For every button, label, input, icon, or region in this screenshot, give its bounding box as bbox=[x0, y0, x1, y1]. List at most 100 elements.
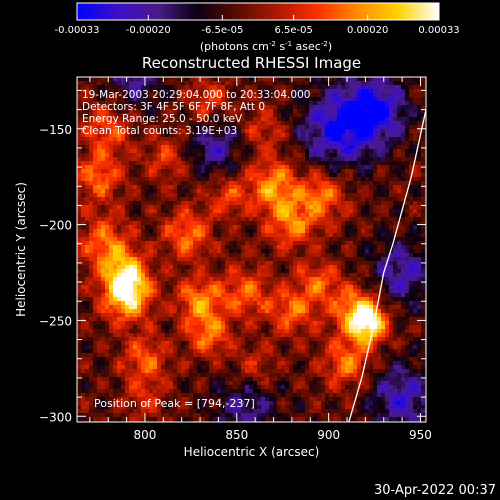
heatmap-cell bbox=[217, 225, 222, 230]
heatmap-cell bbox=[229, 89, 234, 94]
heatmap-cell bbox=[193, 145, 198, 150]
heatmap-cell bbox=[77, 257, 82, 262]
heatmap-cell bbox=[153, 221, 158, 226]
heatmap-cell bbox=[209, 185, 214, 190]
heatmap-cell bbox=[81, 173, 86, 178]
heatmap-cell bbox=[97, 325, 102, 330]
colorbar-tick-label: -0.00033 bbox=[55, 25, 100, 36]
heatmap-cell bbox=[221, 245, 226, 250]
heatmap-cell bbox=[173, 361, 178, 366]
heatmap-cell bbox=[129, 233, 134, 238]
heatmap-cell bbox=[265, 177, 270, 182]
heatmap-cell bbox=[89, 153, 94, 158]
heatmap-cell bbox=[261, 185, 266, 190]
heatmap-cell bbox=[145, 405, 150, 410]
heatmap-cell bbox=[205, 225, 210, 230]
heatmap-cell bbox=[201, 185, 206, 190]
heatmap-cell bbox=[293, 269, 298, 274]
heatmap-cell bbox=[137, 129, 142, 134]
heatmap-cell bbox=[193, 409, 198, 414]
heatmap-cell bbox=[269, 141, 274, 146]
heatmap-cell bbox=[177, 93, 182, 98]
heatmap-cell bbox=[129, 109, 134, 114]
heatmap-cell bbox=[229, 229, 234, 234]
heatmap-cell bbox=[185, 293, 190, 298]
heatmap-cell bbox=[205, 81, 210, 86]
heatmap-cell bbox=[237, 305, 242, 310]
heatmap-cell bbox=[305, 105, 310, 110]
heatmap-cell bbox=[237, 113, 242, 118]
heatmap-cell bbox=[265, 361, 270, 366]
heatmap-cell bbox=[293, 161, 298, 166]
heatmap-cell bbox=[189, 261, 194, 266]
heatmap-cell bbox=[89, 393, 94, 398]
heatmap-cell bbox=[85, 109, 90, 114]
heatmap-cell bbox=[297, 225, 302, 230]
heatmap-cell bbox=[225, 333, 230, 338]
heatmap-cell bbox=[269, 209, 274, 214]
heatmap-cell bbox=[137, 301, 142, 306]
heatmap-cell bbox=[205, 409, 210, 414]
heatmap-cell bbox=[161, 193, 166, 198]
heatmap-cell bbox=[93, 97, 98, 102]
heatmap-cell bbox=[217, 213, 222, 218]
heatmap-cell bbox=[237, 385, 242, 390]
heatmap-cell bbox=[273, 393, 278, 398]
heatmap-cell bbox=[97, 125, 102, 130]
heatmap-cell bbox=[281, 113, 286, 118]
heatmap-cell bbox=[245, 285, 250, 290]
heatmap-cell bbox=[101, 373, 106, 378]
heatmap-cell bbox=[77, 289, 82, 294]
heatmap-cell bbox=[193, 213, 198, 218]
heatmap-cell bbox=[253, 337, 258, 342]
heatmap-cell bbox=[109, 145, 114, 150]
heatmap-cell bbox=[221, 205, 226, 210]
heatmap-cell bbox=[193, 89, 198, 94]
heatmap-cell bbox=[113, 349, 118, 354]
heatmap-cell bbox=[257, 129, 262, 134]
heatmap-cell bbox=[201, 309, 206, 314]
heatmap-cell bbox=[85, 153, 90, 158]
heatmap-cell bbox=[229, 197, 234, 202]
heatmap-cell bbox=[269, 165, 274, 170]
heatmap-cell bbox=[173, 265, 178, 270]
heatmap-cell bbox=[209, 313, 214, 318]
heatmap-cell bbox=[109, 97, 114, 102]
heatmap-cell bbox=[301, 373, 306, 378]
heatmap-cell bbox=[221, 417, 226, 422]
heatmap-cell bbox=[297, 377, 302, 382]
heatmap-cell bbox=[105, 205, 110, 210]
heatmap-cell bbox=[161, 145, 166, 150]
heatmap-cell bbox=[221, 185, 226, 190]
heatmap-cell bbox=[197, 277, 202, 282]
heatmap-cell bbox=[289, 165, 294, 170]
heatmap-cell bbox=[205, 149, 210, 154]
heatmap-cell bbox=[133, 213, 138, 218]
heatmap-cell bbox=[225, 317, 230, 322]
heatmap-cell bbox=[173, 253, 178, 258]
heatmap-cell bbox=[125, 213, 130, 218]
heatmap-cell bbox=[177, 377, 182, 382]
heatmap-cell bbox=[85, 405, 90, 410]
heatmap-cell bbox=[245, 385, 250, 390]
heatmap-cell bbox=[233, 261, 238, 266]
heatmap-cell bbox=[221, 285, 226, 290]
heatmap-cell bbox=[237, 257, 242, 262]
heatmap-cell bbox=[153, 225, 158, 230]
heatmap-cell bbox=[181, 181, 186, 186]
heatmap-cell bbox=[205, 261, 210, 266]
heatmap-cell bbox=[285, 177, 290, 182]
heatmap-cell bbox=[213, 225, 218, 230]
heatmap-cell bbox=[285, 233, 290, 238]
heatmap-cell bbox=[157, 201, 162, 206]
heatmap-cell bbox=[113, 193, 118, 198]
heatmap-cell bbox=[89, 293, 94, 298]
heatmap-cell bbox=[209, 101, 214, 106]
heatmap-cell bbox=[273, 273, 278, 278]
heatmap-cell bbox=[297, 393, 302, 398]
heatmap-cell bbox=[177, 257, 182, 262]
heatmap-cell bbox=[213, 129, 218, 134]
heatmap-cell bbox=[273, 341, 278, 346]
heatmap-cell bbox=[305, 117, 310, 122]
heatmap-cell bbox=[189, 193, 194, 198]
